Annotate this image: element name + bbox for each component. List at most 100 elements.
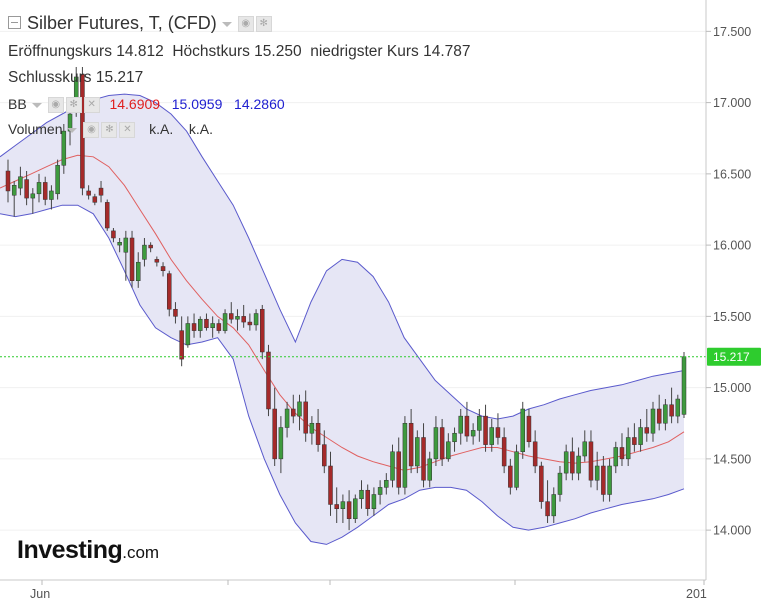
candle-up — [61, 130, 67, 166]
logo-suffix: .com — [122, 543, 160, 562]
candle-down — [260, 308, 265, 353]
candle-down — [346, 501, 352, 519]
open-label: Eröffnungskurs — [8, 43, 112, 60]
candle-down — [656, 408, 662, 424]
candle-up — [557, 472, 563, 495]
candle-down — [303, 401, 308, 434]
gear-icon[interactable]: ✻ — [101, 122, 118, 139]
collapse-icon[interactable] — [8, 15, 21, 29]
gear-icon[interactable]: ✻ — [255, 16, 272, 33]
candle-down — [247, 321, 253, 326]
candle-down — [334, 504, 339, 509]
candle-up — [402, 422, 408, 488]
close-row: Schlusskurs 15.217 — [8, 69, 143, 87]
candle-down — [129, 237, 135, 281]
candle-down — [588, 441, 594, 481]
candle-up — [681, 356, 687, 415]
candle-up — [123, 237, 129, 253]
candle-up — [55, 165, 60, 195]
chevron-down-icon[interactable] — [67, 127, 78, 133]
candle-up — [135, 261, 141, 281]
price-tick-label: 15.000 — [713, 381, 751, 395]
close-icon[interactable]: ✕ — [83, 97, 100, 114]
candle-up — [235, 316, 240, 320]
candle-down — [632, 437, 637, 445]
bb-lower-value: 14.2860 — [234, 96, 285, 112]
price-tick-label: 17.500 — [713, 25, 751, 39]
volume-value-a: k.A. — [149, 121, 174, 137]
candle-up — [563, 451, 569, 474]
candle-down — [104, 202, 110, 229]
candle-up — [551, 494, 557, 517]
current-price-value: 15.217 — [713, 350, 750, 364]
candle-up — [284, 408, 290, 428]
price-tick-label: 17.000 — [713, 96, 751, 110]
candle-up — [650, 408, 656, 434]
bb-middle-value: 14.6909 — [109, 96, 161, 112]
bollinger-legend-row: BB ◉ ✻ ✕ 14.6909 15.0959 14.2860 — [8, 96, 285, 114]
price-tick-label: 14.500 — [713, 452, 751, 466]
candle-up — [675, 398, 681, 417]
candle-down — [508, 465, 513, 488]
candle-down — [166, 273, 172, 310]
candle-down — [216, 323, 222, 331]
candle-up — [489, 427, 494, 445]
candle-up — [142, 244, 147, 260]
bb-label: BB — [8, 96, 27, 112]
candle-down — [669, 404, 674, 417]
candle-down — [483, 415, 488, 445]
candle-up — [452, 432, 457, 443]
current-price-label: 15.217 — [707, 347, 761, 366]
candle-down — [24, 179, 29, 199]
candle-down — [5, 170, 11, 192]
candle-down — [173, 308, 178, 317]
price-tick-label: 16.500 — [713, 167, 751, 181]
eye-icon[interactable]: ◉ — [237, 16, 254, 33]
gear-icon[interactable]: ✻ — [65, 97, 82, 114]
candle-down — [464, 415, 470, 437]
volume-legend-row: Volumen ◉ ✻ ✕ k.A. k.A. — [8, 121, 213, 139]
candle-up — [185, 323, 191, 346]
candle-up — [253, 313, 259, 326]
bollinger-band-fill — [0, 94, 684, 545]
candle-up — [377, 487, 383, 495]
candle-up — [371, 494, 377, 509]
close-icon[interactable]: ✕ — [119, 122, 136, 139]
candle-up — [297, 401, 302, 417]
candle-down — [315, 422, 321, 445]
candle-down — [272, 408, 277, 460]
candle-up — [613, 447, 619, 467]
chevron-down-icon[interactable] — [31, 102, 42, 108]
ohlc-row: Eröffnungskurs 14.812 Höchstkurs 15.250 … — [8, 43, 471, 61]
candle-up — [210, 323, 215, 329]
candle-up — [384, 479, 389, 488]
candle-down — [532, 441, 538, 467]
bollinger-upper-band — [0, 93, 685, 420]
candle-down — [154, 259, 160, 263]
candle-up — [477, 415, 482, 431]
candle-down — [160, 266, 166, 272]
logo-brand: Investing — [17, 536, 123, 564]
eye-icon[interactable]: ◉ — [47, 97, 64, 114]
candle-up — [278, 427, 284, 460]
candle-down — [241, 316, 246, 323]
candle-up — [117, 242, 122, 246]
candle-down — [365, 489, 370, 509]
candle-down — [644, 427, 650, 434]
candle-up — [582, 441, 588, 457]
bollinger-lower-band — [0, 204, 685, 545]
candle-down — [111, 230, 116, 239]
eye-icon[interactable]: ◉ — [83, 122, 100, 139]
candle-down — [86, 190, 91, 196]
candle-down — [191, 323, 197, 331]
volume-label: Volumen — [8, 121, 63, 137]
candle-up — [594, 465, 600, 481]
chevron-down-icon[interactable] — [221, 21, 232, 27]
candle-up — [638, 427, 643, 445]
candle-up — [198, 318, 203, 331]
candle-up — [36, 182, 42, 195]
close-label: Schlusskurs — [8, 69, 92, 86]
time-axis-ticks: Jun 201 — [30, 580, 707, 601]
bb-upper-value: 15.0959 — [171, 96, 223, 112]
